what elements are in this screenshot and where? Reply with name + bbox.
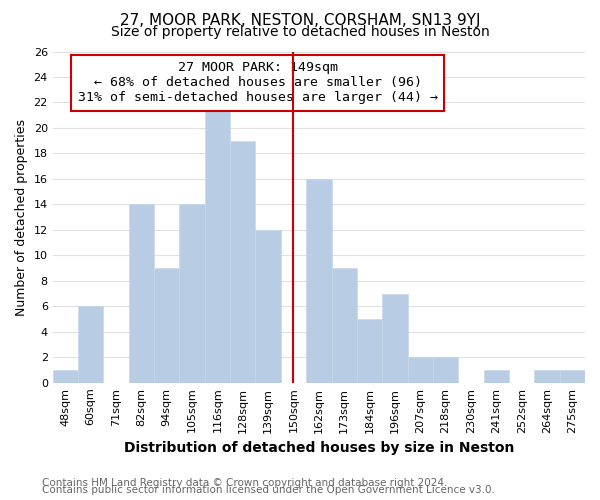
Text: Contains HM Land Registry data © Crown copyright and database right 2024.: Contains HM Land Registry data © Crown c… <box>42 478 448 488</box>
Text: Size of property relative to detached houses in Neston: Size of property relative to detached ho… <box>110 25 490 39</box>
X-axis label: Distribution of detached houses by size in Neston: Distribution of detached houses by size … <box>124 441 514 455</box>
Bar <box>154 268 179 383</box>
Bar <box>205 102 230 383</box>
Bar <box>179 204 205 383</box>
Bar <box>433 358 458 383</box>
Y-axis label: Number of detached properties: Number of detached properties <box>15 118 28 316</box>
Bar <box>382 294 407 383</box>
Bar <box>535 370 560 383</box>
Bar <box>129 204 154 383</box>
Bar <box>230 140 256 383</box>
Text: 27, MOOR PARK, NESTON, CORSHAM, SN13 9YJ: 27, MOOR PARK, NESTON, CORSHAM, SN13 9YJ <box>120 12 480 28</box>
Bar <box>357 319 382 383</box>
Bar <box>560 370 585 383</box>
Bar <box>53 370 78 383</box>
Bar <box>306 179 332 383</box>
Text: 27 MOOR PARK: 149sqm
← 68% of detached houses are smaller (96)
31% of semi-detac: 27 MOOR PARK: 149sqm ← 68% of detached h… <box>77 62 437 104</box>
Bar <box>407 358 433 383</box>
Bar <box>332 268 357 383</box>
Bar <box>484 370 509 383</box>
Bar <box>78 306 103 383</box>
Text: Contains public sector information licensed under the Open Government Licence v3: Contains public sector information licen… <box>42 485 495 495</box>
Bar <box>256 230 281 383</box>
